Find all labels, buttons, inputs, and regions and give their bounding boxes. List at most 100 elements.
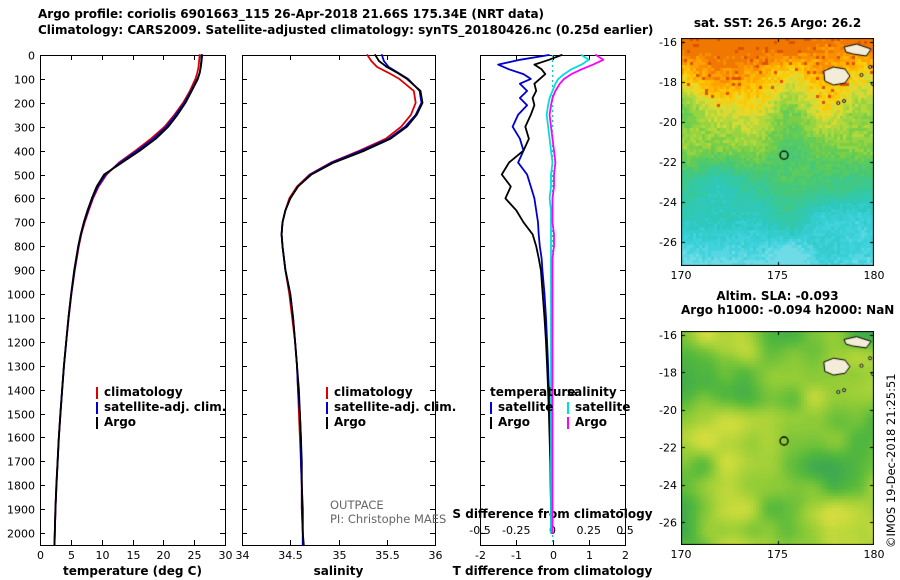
svg-text:170: 170 <box>671 548 692 561</box>
legend-label: satellite <box>498 400 554 414</box>
svg-text:1800: 1800 <box>7 480 35 493</box>
svg-text:-20: -20 <box>659 404 677 417</box>
series-salinity-argo <box>548 54 605 534</box>
svg-text:34.5: 34.5 <box>278 549 303 562</box>
svg-text:35: 35 <box>333 549 347 562</box>
legend-label: Argo <box>575 415 608 429</box>
series-temperature-satellite <box>497 54 553 534</box>
difference-plot: -2 -1 0 1 2 T difference from climatology S di… <box>452 54 653 578</box>
legend-swatch <box>567 416 569 429</box>
legend-item: Argo <box>96 415 226 430</box>
svg-text:0: 0 <box>550 549 557 562</box>
legend-swatch <box>490 401 492 414</box>
legend-item: Argo <box>490 415 575 430</box>
svg-text:-18: -18 <box>659 76 677 89</box>
svg-text:34: 34 <box>236 549 250 562</box>
svg-text:0: 0 <box>28 50 35 63</box>
svg-text:0: 0 <box>549 524 556 537</box>
svg-text:1300: 1300 <box>7 361 35 374</box>
sla-map <box>681 331 874 545</box>
svg-text:salinity: salinity <box>314 564 364 578</box>
sst-map-title: sat. SST: 26.5 Argo: 26.2 <box>693 16 862 30</box>
svg-text:-22: -22 <box>659 156 677 169</box>
svg-text:S difference from climatology: S difference from climatology <box>452 507 652 521</box>
svg-text:1000: 1000 <box>7 289 35 302</box>
svg-text:T difference from climatology: T difference from climatology <box>453 564 653 578</box>
svg-text:1600: 1600 <box>7 432 35 445</box>
legend-item: climatology <box>326 385 456 400</box>
svg-text:900: 900 <box>14 265 35 278</box>
svg-text:400: 400 <box>14 146 35 159</box>
series-satellite-adj-clim- <box>280 54 423 546</box>
svg-text:-24: -24 <box>659 196 677 209</box>
svg-text:25: 25 <box>188 549 202 562</box>
legend-item: satellite-adj. clim. <box>96 400 226 415</box>
legend-label: Argo <box>498 415 531 429</box>
copyright-stamp: ©IMOS 19-Dec-2018 21:25:51 <box>884 373 898 548</box>
legend-label: climatology <box>104 385 183 399</box>
temperature-legend: climatology satellite-adj. clim. Argo <box>96 385 226 430</box>
campaign-pi: PI: Christophe MAES <box>330 512 447 526</box>
svg-text:-20: -20 <box>659 116 677 129</box>
svg-text:175: 175 <box>767 548 788 561</box>
svg-text:-24: -24 <box>659 479 677 492</box>
legend-label: Argo <box>334 415 367 429</box>
svg-text:30: 30 <box>219 549 233 562</box>
svg-text:600: 600 <box>14 193 35 206</box>
svg-text:500: 500 <box>14 170 35 183</box>
series-climatology <box>53 54 201 546</box>
campaign-note: OUTPACE PI: Christophe MAES <box>330 498 446 526</box>
legend-header: salinity <box>567 385 617 399</box>
svg-text:-26: -26 <box>659 236 677 249</box>
legend-label: satellite-adj. clim. <box>104 400 227 414</box>
svg-text:1700: 1700 <box>7 456 35 469</box>
svg-text:1100: 1100 <box>7 313 35 326</box>
svg-text:0.5: 0.5 <box>616 524 634 537</box>
legend-label: climatology <box>334 385 413 399</box>
legend-label: Argo <box>104 415 137 429</box>
series-satellite-adj-clim- <box>53 54 204 546</box>
svg-text:-16: -16 <box>659 36 677 49</box>
svg-text:1400: 1400 <box>7 385 35 398</box>
legend-header: temperature <box>490 385 576 399</box>
legend-label: satellite-adj. clim. <box>334 400 457 414</box>
salinity-legend: climatology satellite-adj. clim. Argo <box>326 385 456 430</box>
svg-text:1200: 1200 <box>7 337 35 350</box>
svg-text:-0.5: -0.5 <box>469 524 490 537</box>
svg-text:100: 100 <box>14 74 35 87</box>
svg-text:0.25: 0.25 <box>577 524 602 537</box>
svg-text:170: 170 <box>671 269 692 282</box>
legend-item: Argo <box>326 415 456 430</box>
series-climatology <box>280 54 417 546</box>
svg-text:200: 200 <box>14 98 35 111</box>
legend-swatch <box>96 416 98 429</box>
svg-text:180: 180 <box>864 548 885 561</box>
legend-swatch <box>326 416 328 429</box>
svg-text:2000: 2000 <box>7 528 35 541</box>
series-temperature-argo <box>500 54 563 534</box>
diff-salinity-legend: salinity satellite Argo <box>567 385 630 430</box>
campaign-name: OUTPACE <box>330 498 384 512</box>
legend-swatch <box>490 416 492 429</box>
svg-text:20: 20 <box>157 549 171 562</box>
svg-text:800: 800 <box>14 241 35 254</box>
legend-swatch <box>96 386 98 399</box>
svg-text:2: 2 <box>622 549 629 562</box>
legend-swatch <box>96 401 98 414</box>
svg-text:180: 180 <box>864 269 885 282</box>
series-argo <box>53 54 203 546</box>
svg-text:700: 700 <box>14 217 35 230</box>
temperature-plot: 0100200300400500600700800900100011001200… <box>7 50 233 579</box>
series-argo <box>280 54 424 546</box>
svg-text:-0.25: -0.25 <box>502 524 530 537</box>
svg-text:-18: -18 <box>659 366 677 379</box>
svg-text:-1: -1 <box>511 549 522 562</box>
legend-swatch <box>326 401 328 414</box>
svg-text:5: 5 <box>68 549 75 562</box>
series-salinity-satellite <box>545 54 590 534</box>
legend-item: Argo <box>567 415 630 430</box>
figure-title-line1: Argo profile: coriolis 6901663_115 26-Ap… <box>38 7 545 21</box>
sla-map-title-line2: Argo h1000: -0.094 h2000: NaN <box>681 303 895 317</box>
svg-text:-16: -16 <box>659 329 677 342</box>
legend-swatch <box>326 386 328 399</box>
